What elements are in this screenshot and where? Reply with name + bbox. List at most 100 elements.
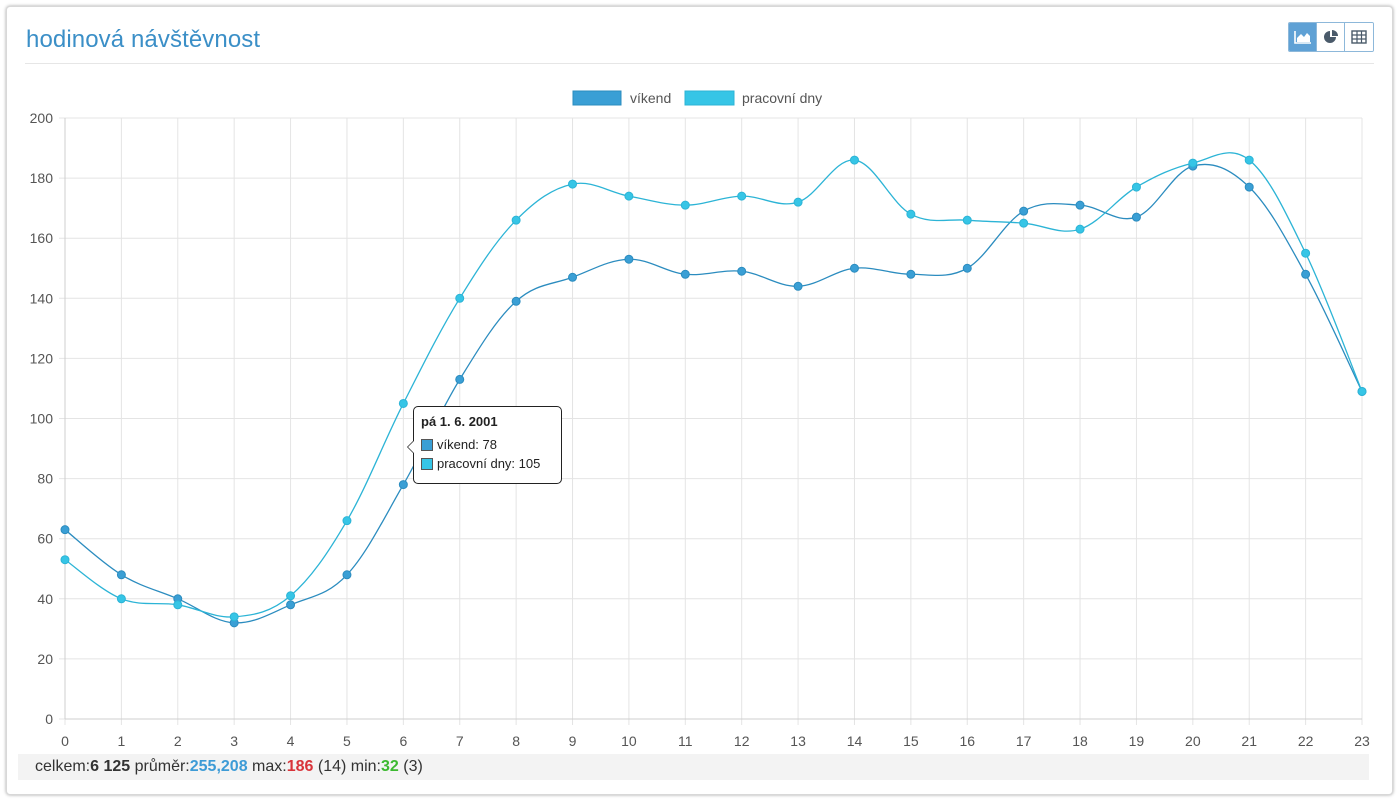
total-label: celkem: — [35, 758, 91, 775]
x-tick-label: 4 — [287, 733, 295, 749]
data-point — [680, 269, 690, 279]
data-point — [116, 594, 126, 604]
x-tick-label: 3 — [230, 733, 238, 749]
x-tick-label: 16 — [959, 733, 975, 749]
x-tick-label: 17 — [1016, 733, 1032, 749]
data-point — [342, 516, 352, 526]
data-point — [398, 480, 408, 490]
x-tick-label: 8 — [512, 733, 520, 749]
legend-label: víkend — [630, 90, 671, 106]
data-point — [849, 263, 859, 273]
data-point — [1357, 386, 1367, 396]
y-tick-label: 100 — [30, 411, 54, 427]
data-point — [1244, 182, 1254, 192]
area-chart-icon — [1293, 31, 1311, 44]
x-tick-label: 11 — [678, 733, 693, 749]
data-point — [624, 191, 634, 201]
data-point — [342, 570, 352, 580]
y-tick-label: 60 — [37, 531, 53, 547]
x-tick-label: 13 — [790, 733, 806, 749]
min-label: min: — [346, 758, 381, 775]
x-tick-label: 21 — [1241, 733, 1257, 749]
y-tick-label: 200 — [30, 110, 54, 126]
x-tick-label: 5 — [343, 733, 351, 749]
data-point — [1075, 224, 1085, 234]
y-tick-label: 40 — [37, 591, 53, 607]
data-point — [624, 254, 634, 264]
data-point — [1131, 212, 1141, 222]
data-point — [680, 200, 690, 210]
total-value: 6 125 — [90, 758, 131, 775]
y-tick-label: 180 — [30, 170, 54, 186]
pie-chart-button[interactable] — [1317, 23, 1345, 51]
data-point — [737, 266, 747, 276]
data-point — [1244, 155, 1254, 165]
data-point — [1188, 158, 1198, 168]
y-tick-label: 0 — [45, 711, 53, 727]
max-hour: (14) — [313, 758, 347, 775]
chart-tooltip: pá 1. 6. 2001 víkend: 78 pracovní dny: 1… — [407, 406, 562, 484]
y-tick-label: 160 — [30, 230, 54, 246]
data-point — [229, 612, 239, 622]
panel-title: hodinová návštěvnost — [26, 26, 261, 53]
x-tick-label: 18 — [1072, 733, 1088, 749]
tooltip-row-pracovni-dny: pracovní dny: 105 — [421, 454, 554, 473]
tooltip-label-vikend: víkend: 78 — [437, 437, 497, 452]
data-point — [398, 398, 408, 408]
data-point — [1075, 200, 1085, 210]
data-point — [568, 272, 578, 282]
data-point — [116, 570, 126, 580]
data-point — [60, 525, 70, 535]
data-point — [568, 179, 578, 189]
x-tick-label: 22 — [1298, 733, 1314, 749]
data-point — [793, 281, 803, 291]
data-point — [849, 155, 859, 165]
legend-label: pracovní dny — [742, 90, 822, 106]
max-value: 186 — [286, 758, 314, 775]
x-tick-label: 12 — [734, 733, 750, 749]
tooltip-swatch-pracovni-dny — [421, 457, 433, 470]
view-switcher — [1288, 22, 1374, 52]
title-divider — [25, 63, 1374, 64]
tooltip-label-pracovni-dny: pracovní dny: 105 — [437, 456, 541, 471]
data-point — [793, 197, 803, 207]
y-tick-label: 80 — [37, 471, 53, 487]
x-tick-label: 7 — [456, 733, 464, 749]
x-tick-label: 20 — [1185, 733, 1201, 749]
data-point — [1019, 218, 1029, 228]
data-point — [1131, 182, 1141, 192]
data-point — [60, 555, 70, 565]
data-point — [511, 215, 521, 225]
data-point — [962, 263, 972, 273]
x-tick-label: 2 — [174, 733, 182, 749]
data-point — [511, 296, 521, 306]
legend-swatch — [684, 90, 735, 106]
x-tick-label: 14 — [847, 733, 863, 749]
tooltip-swatch-vikend — [421, 438, 433, 451]
y-tick-label: 120 — [30, 350, 54, 366]
data-point — [455, 293, 465, 303]
table-button[interactable] — [1345, 23, 1373, 51]
min-value: 32 — [381, 758, 399, 775]
data-point — [906, 209, 916, 219]
area-chart-button[interactable] — [1289, 23, 1317, 51]
data-point — [455, 374, 465, 384]
x-tick-label: 15 — [903, 733, 919, 749]
x-tick-label: 9 — [569, 733, 577, 749]
x-tick-label: 6 — [399, 733, 407, 749]
tooltip-title: pá 1. 6. 2001 — [421, 414, 498, 429]
series-line-pracovni-dny — [64, 152, 1363, 618]
data-point — [286, 591, 296, 601]
legend-swatch — [572, 90, 622, 106]
series-line-vikend — [64, 163, 1363, 624]
chart-panel: hodinová návštěvnost — [6, 6, 1393, 795]
data-point — [286, 600, 296, 610]
data-point — [1019, 206, 1029, 216]
table-icon — [1351, 30, 1367, 44]
data-point — [173, 600, 183, 610]
x-tick-label: 10 — [621, 733, 637, 749]
avg-value: 255,208 — [189, 758, 248, 775]
data-point — [1301, 269, 1311, 279]
tooltip-arrow — [407, 440, 414, 454]
